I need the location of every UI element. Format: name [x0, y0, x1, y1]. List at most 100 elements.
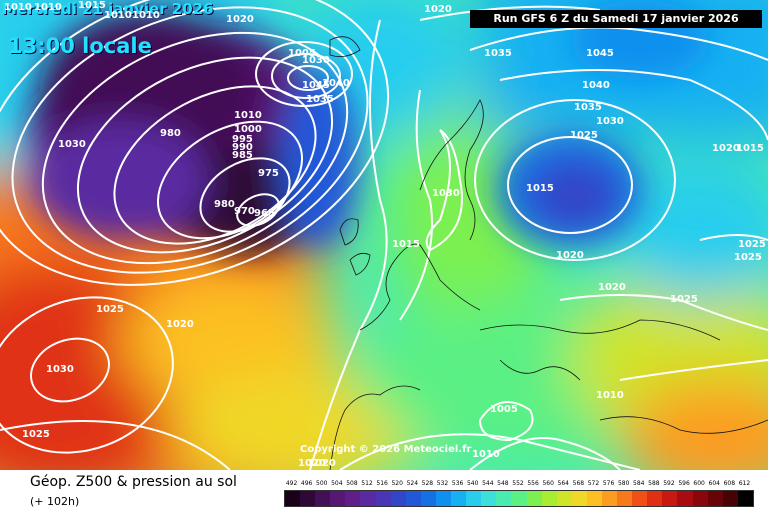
colorbar-swatch: [435, 491, 452, 506]
isobar-label: 1010: [104, 10, 132, 21]
colorbar-tick: 536: [451, 480, 464, 487]
isobar-label: 1025: [734, 252, 762, 263]
colorbar-swatch: [571, 491, 587, 506]
legend-subtitle: (+ 102h): [30, 495, 80, 508]
isobar-label: 990: [232, 142, 253, 153]
isobar-label: 1025: [22, 429, 50, 440]
isobar-label: 1020: [712, 143, 740, 154]
isobar-label: 1045: [586, 48, 614, 59]
colorbar-swatch: [541, 491, 557, 506]
colorbar-tick: 540: [466, 480, 479, 487]
isobar-label: 1030: [46, 364, 74, 375]
isobar-label: 1040: [582, 80, 610, 91]
colorbar-tick: 500: [316, 480, 328, 487]
colorbar-tick: 612: [738, 480, 751, 487]
isobar-label: 1020: [424, 4, 452, 15]
copyright-notice: Copyright © 2026 Meteociel.fr: [300, 444, 472, 455]
colorbar-swatch: [330, 491, 346, 506]
colorbar-tick: 560: [542, 480, 554, 487]
isobar-label: 1025: [670, 294, 698, 305]
forecast-time: 13:00 locale: [8, 34, 152, 58]
legend-title: Géop. Z500 & pression au sol: [30, 474, 237, 490]
colorbar-swatch: [556, 491, 572, 506]
colorbar-tick: 512: [361, 480, 373, 487]
colorbar-swatch: [285, 491, 301, 506]
isobar-label: 1025: [96, 304, 124, 315]
isobar-label: 1020: [226, 14, 254, 25]
colorbar-tick: 532: [436, 480, 449, 487]
colorbar-tick: 516: [376, 480, 388, 487]
colorbar: [284, 490, 754, 507]
colorbar-tick-labels: 492 496 500 504 508 512 516 520 524 528 532 536 540 5…: [284, 480, 752, 489]
colorbar-tick: 492: [285, 480, 298, 487]
isobar-label: 1015: [526, 183, 554, 194]
colorbar-swatch: [481, 491, 497, 506]
isobar-label: 965: [254, 208, 275, 219]
isobar-label: 1020: [308, 458, 336, 469]
isobar-label: 1000: [234, 124, 262, 135]
isobar-label: 1010: [234, 110, 262, 121]
isobar-label: 1010: [34, 2, 62, 13]
colorbar-swatch: [345, 491, 361, 506]
colorbar-tick: 572: [587, 480, 600, 487]
colorbar-swatch: [632, 491, 648, 506]
isobar-label: 1020: [298, 458, 326, 469]
colorbar-swatch: [315, 491, 331, 506]
isobar-label: 1035: [306, 94, 334, 105]
colorbar-swatch: [420, 491, 436, 506]
isobar-label: 1010: [132, 10, 160, 21]
colorbar-tick: 548: [497, 480, 509, 487]
isobar-label: 1030: [432, 188, 460, 199]
colorbar-swatch: [692, 491, 708, 506]
colorbar-swatch: [451, 491, 467, 506]
colorbar-tick: 600: [693, 480, 705, 487]
colorbar-swatch: [405, 491, 421, 506]
isobar-label: 970: [234, 206, 255, 217]
isobar-label: 1035: [574, 102, 602, 113]
colorbar-tick: 608: [723, 480, 736, 487]
isobar-label: 985: [232, 150, 253, 161]
isobar-label: 1020: [166, 319, 194, 330]
colorbar-swatch: [526, 491, 542, 506]
colorbar-swatch: [300, 491, 316, 506]
colorbar-swatch: [360, 491, 376, 506]
isobar-label: 1030: [302, 55, 330, 66]
colorbar-tick: 568: [572, 480, 585, 487]
colorbar-swatch: [722, 491, 738, 506]
isobar-label: 1030: [58, 139, 86, 150]
isobar-label: 1045: [302, 80, 330, 91]
colorbar-tick: 504: [331, 480, 343, 487]
colorbar-tick: 604: [708, 480, 720, 487]
colorbar-tick: 576: [602, 480, 615, 487]
isobar-label: 980: [160, 128, 181, 139]
colorbar-tick: 564: [557, 480, 569, 487]
colorbar-tick: 584: [633, 480, 645, 487]
colorbar-tick: 556: [527, 480, 539, 487]
colorbar-swatch: [375, 491, 391, 506]
isobar-label: 1025: [738, 239, 766, 250]
isobar-label: 1015: [736, 143, 764, 154]
colorbar-tick: 508: [346, 480, 358, 487]
colorbar-swatch: [617, 491, 633, 506]
colorbar-swatch: [586, 491, 602, 506]
isobar-label: 1020: [598, 282, 626, 293]
colorbar-tick: 588: [648, 480, 660, 487]
isobar-label: 1010: [596, 390, 624, 401]
colorbar-tick: 544: [482, 480, 494, 487]
weather-map: Mercredi 21 janvier 2026 13:00 locale Ru…: [0, 0, 768, 470]
colorbar-swatch: [390, 491, 406, 506]
colorbar-swatch: [511, 491, 527, 506]
run-info-banner: Run GFS 6 Z du Samedi 17 janvier 2026: [470, 10, 762, 28]
isobar-label: 1030: [596, 116, 624, 127]
colorbar-swatch: [707, 491, 723, 506]
isobar-label: 995: [232, 134, 253, 145]
colorbar-swatch: [647, 491, 663, 506]
isobar-label: 1015: [392, 239, 420, 250]
colorbar-tick: 528: [421, 480, 434, 487]
colorbar-swatch: [677, 491, 693, 506]
colorbar-tick: 496: [300, 480, 313, 487]
isobar-label: 1010: [4, 2, 32, 13]
colorbar-tick: 580: [617, 480, 630, 487]
isobar-label: 1040: [322, 78, 350, 89]
isobar-label: 1005: [490, 404, 518, 415]
